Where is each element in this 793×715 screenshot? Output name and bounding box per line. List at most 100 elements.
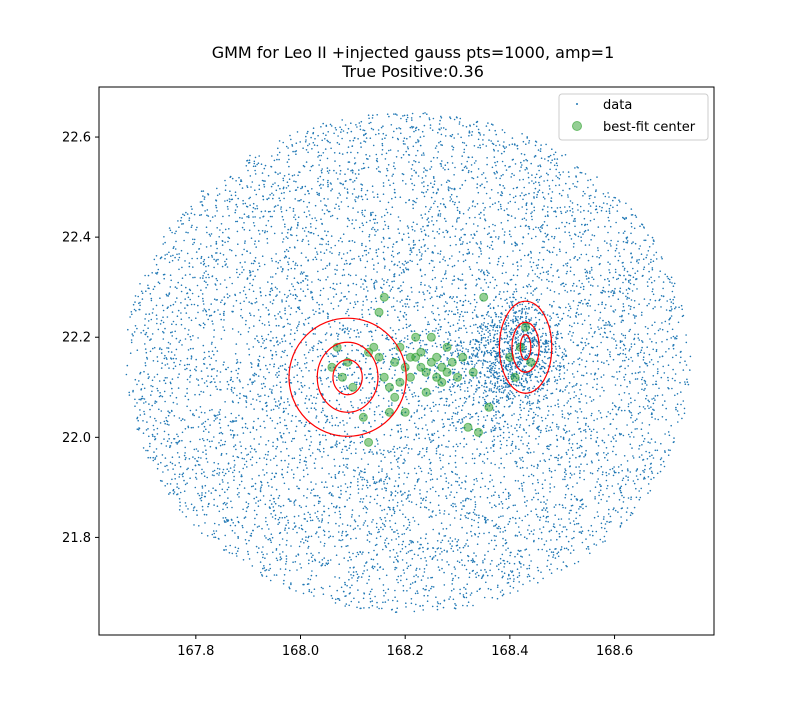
data-point: [450, 193, 453, 196]
data-point: [419, 115, 421, 118]
data-point: [555, 504, 557, 506]
data-point: [272, 506, 275, 508]
data-point: [402, 154, 405, 156]
data-point: [491, 440, 494, 443]
data-point: [262, 567, 264, 570]
data-point: [321, 519, 324, 522]
data-point: [160, 319, 163, 322]
data-point: [237, 331, 240, 333]
data-point: [203, 475, 206, 478]
data-point: [550, 476, 553, 479]
data-point: [439, 294, 442, 296]
data-point: [460, 310, 463, 313]
data-point: [443, 217, 446, 220]
data-point: [615, 428, 618, 430]
data-point: [188, 363, 190, 366]
data-point: [219, 252, 222, 255]
data-point: [258, 265, 261, 268]
data-point: [449, 543, 452, 545]
data-point: [554, 514, 556, 516]
data-point: [597, 368, 600, 370]
data-point: [143, 402, 145, 404]
data-point: [537, 492, 540, 495]
data-point: [644, 387, 646, 390]
data-point: [352, 412, 354, 414]
data-point: [490, 244, 493, 247]
data-point: [637, 355, 639, 357]
data-point: [551, 306, 553, 308]
data-point: [376, 193, 379, 196]
data-point: [277, 497, 280, 499]
data-point: [621, 469, 623, 472]
data-point: [229, 420, 232, 423]
data-point: [546, 287, 549, 289]
data-point: [493, 287, 496, 289]
data-point: [373, 264, 375, 266]
data-point: [412, 203, 414, 206]
data-point: [381, 149, 384, 151]
data-point: [404, 337, 406, 339]
data-point: [193, 238, 196, 241]
data-point: [440, 115, 442, 118]
data-point: [278, 140, 281, 142]
data-point: [233, 459, 236, 462]
data-point: [316, 253, 319, 255]
data-point: [255, 450, 257, 453]
data-point: [443, 305, 446, 307]
data-point: [462, 254, 465, 256]
data-point: [379, 449, 381, 451]
data-point: [173, 491, 176, 493]
data-point: [218, 236, 220, 238]
data-point: [393, 455, 396, 457]
data-point: [576, 498, 579, 501]
data-point: [478, 213, 481, 216]
data-point: [541, 225, 543, 227]
data-point: [339, 421, 341, 424]
data-point: [336, 141, 339, 144]
data-point: [405, 262, 408, 264]
data-point: [266, 414, 269, 417]
data-point: [307, 317, 309, 320]
data-point: [312, 141, 315, 144]
data-point: [615, 244, 618, 246]
data-point: [466, 242, 468, 245]
data-point: [221, 443, 224, 446]
data-point: [271, 302, 274, 305]
data-point: [432, 528, 435, 531]
data-point: [342, 268, 345, 271]
data-point: [493, 230, 495, 232]
data-point: [393, 280, 395, 283]
data-point: [263, 183, 265, 186]
data-point: [327, 240, 330, 243]
data-point: [284, 368, 286, 371]
data-point: [526, 136, 528, 138]
data-point: [199, 214, 201, 216]
data-point: [348, 263, 351, 266]
data-point: [454, 166, 456, 169]
data-point: [634, 378, 637, 380]
data-point: [396, 607, 399, 609]
data-point: [294, 214, 296, 216]
data-point: [394, 589, 396, 592]
data-point: [270, 330, 272, 333]
data-point: [435, 145, 438, 147]
data-point: [621, 315, 623, 318]
data-point: [160, 410, 163, 412]
data-point: [453, 566, 456, 568]
data-point: [282, 238, 285, 240]
data-point: [516, 261, 518, 264]
data-point: [551, 159, 553, 161]
data-point: [512, 187, 515, 190]
data-point: [597, 249, 599, 252]
data-point: [406, 338, 409, 341]
data-point: [247, 503, 250, 505]
data-point: [457, 445, 459, 448]
data-point: [599, 412, 602, 414]
data-point: [455, 306, 458, 308]
data-point: [253, 243, 256, 245]
data-point: [520, 265, 522, 267]
data-point: [253, 325, 255, 327]
data-point: [387, 338, 390, 341]
data-point: [484, 485, 487, 488]
data-point: [219, 444, 222, 447]
